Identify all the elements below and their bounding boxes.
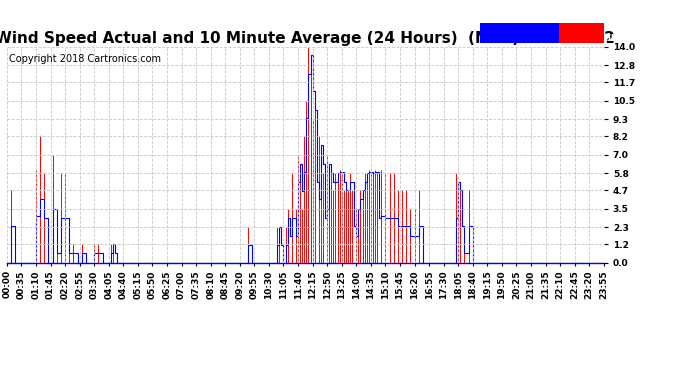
Title: Wind Speed Actual and 10 Minute Average (24 Hours)  (New)  20180922: Wind Speed Actual and 10 Minute Average … xyxy=(0,31,615,46)
Text: 10 Min Avg (mph): 10 Min Avg (mph) xyxy=(482,34,572,43)
Text: Copyright 2018 Cartronics.com: Copyright 2018 Cartronics.com xyxy=(9,54,161,64)
Text: Wind (mph): Wind (mph) xyxy=(562,34,621,43)
